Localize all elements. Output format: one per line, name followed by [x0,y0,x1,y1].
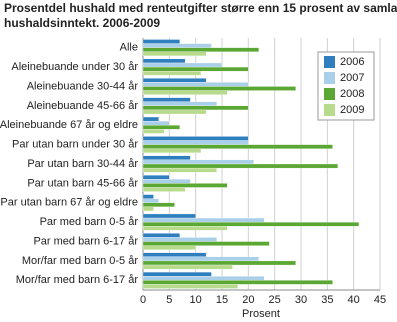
bar [142,175,170,180]
y-tick-label: Mor/far med barn 0-5 år [22,255,138,267]
y-tick-label: Par utan barn 67 år og eldre [0,197,138,209]
bar [142,82,249,87]
legend-swatch [324,72,335,84]
bar [142,271,212,277]
x-tick-label: 40 [348,294,360,306]
bar [142,260,296,266]
bar [142,284,238,289]
bar [142,78,207,83]
bar [142,58,186,64]
bar [142,86,296,91]
chart-title: Prosentdel hushald med renteutgifter stø… [4,1,397,15]
bar [142,233,181,238]
bar [142,163,339,169]
x-tick-label: 0 [140,294,146,306]
legend-label: 2007 [340,72,364,84]
bar [142,159,254,165]
y-tick-label: Aleinebuande 45-66 år [27,100,139,112]
x-tick-label: 10 [190,294,202,306]
y-tick-label: Par med barn 0-5 år [40,216,139,228]
x-tick-label: 20 [242,294,254,306]
y-tick-label: Aleinebuande 67 år og eldre [0,119,138,131]
x-axis-label: Prosent [242,308,280,320]
bar [142,217,265,223]
bar [142,144,333,149]
y-tick-label: Par utan barn under 30 år [12,139,138,151]
x-tick-label: 30 [295,294,307,306]
y-tick-label: Par utan barn 30-44 år [27,158,138,170]
legend-swatch [324,88,335,100]
bar [142,245,196,250]
bar [142,66,249,72]
bar [142,148,202,153]
x-tick-label: 35 [321,294,333,306]
chart-title: hushaldsinntekt. 2006-2009 [4,16,160,30]
y-tick-label: Aleinebuande under 30 år [11,61,138,73]
x-tick-label: 5 [166,294,172,306]
bar [142,226,228,231]
y-tick-label: Alle [120,42,138,54]
bar [142,183,228,188]
bar [142,252,207,257]
bar [142,202,175,208]
bar [142,51,207,57]
bar [142,256,260,262]
bar [142,116,159,122]
bar [142,241,270,246]
bar [142,39,181,44]
bar [142,62,223,68]
bar [142,198,159,203]
bar [142,179,191,184]
y-tick-label: Par utan barn 45-66 år [27,177,138,189]
bar [142,97,191,102]
bar [142,105,249,111]
bar [142,120,170,126]
y-tick-label: Aleinebuande 30-44 år [27,80,139,92]
bar [142,187,186,192]
bar [142,71,202,76]
bar [142,194,154,199]
bar [142,237,217,242]
bar [142,125,181,130]
bar [142,101,217,106]
bar [142,264,233,270]
bar [142,280,333,285]
bar [142,47,260,52]
x-tick-label: 15 [216,294,228,306]
bar [142,276,265,281]
legend-label: 2009 [340,104,364,116]
bar [142,140,249,145]
bar [142,222,360,227]
legend-label: 2008 [340,88,364,100]
bar [142,43,212,48]
bar [142,167,217,173]
legend-swatch [324,56,335,68]
legend-label: 2006 [340,56,364,68]
bar [142,136,249,141]
x-tick-label: 45 [374,294,386,306]
legend-swatch [324,104,335,116]
bar [142,155,191,161]
bar [142,206,154,212]
bar [142,90,228,95]
x-tick-label: 25 [269,294,281,306]
bar [142,109,207,115]
y-tick-label: Par med barn 6-17 år [33,235,138,247]
y-tick-label: Mor/far med barn 6-17 år [16,274,139,286]
bar [142,129,165,134]
bar [142,213,196,219]
